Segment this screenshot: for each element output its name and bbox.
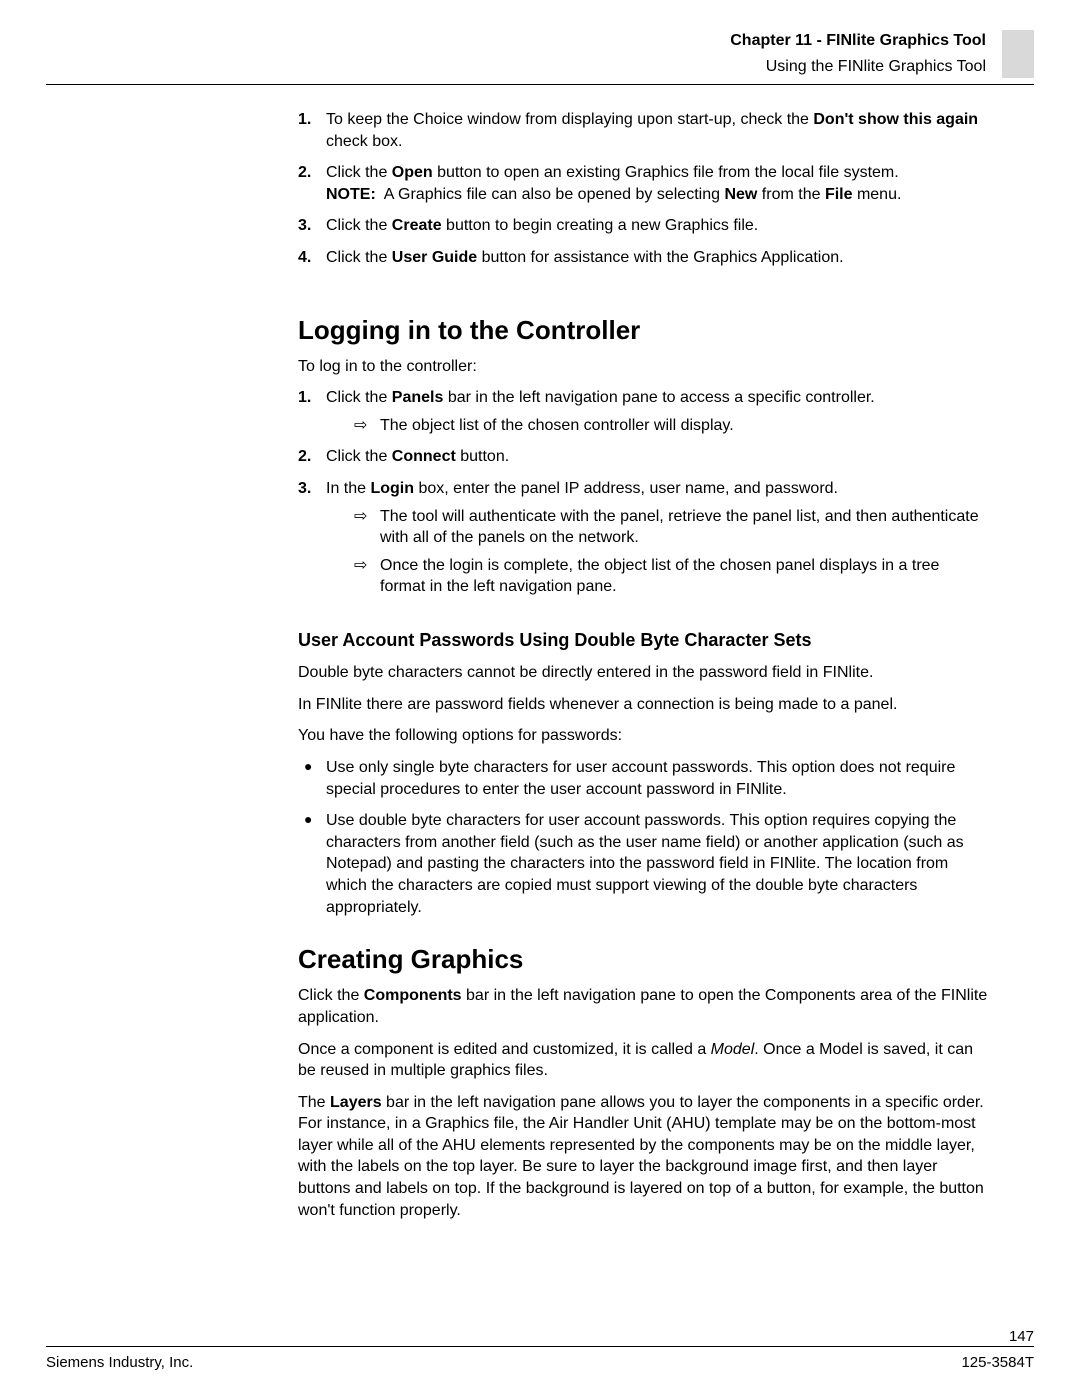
list-marker: 2. [298, 162, 311, 184]
footer-company: Siemens Industry, Inc. [46, 1353, 193, 1373]
arrow-icon: ⇨ [354, 415, 367, 437]
heading-dbcs: User Account Passwords Using Double Byte… [298, 628, 988, 652]
arrow-icon: ⇨ [354, 506, 367, 528]
list-item: 2. Click the Connect button. [298, 446, 988, 468]
body-paragraph: Click the Components bar in the left nav… [298, 985, 988, 1028]
content-area: 1. To keep the Choice window from display… [298, 109, 988, 1221]
list-marker: 2. [298, 446, 311, 468]
heading-logging-in: Logging in to the Controller [298, 313, 988, 348]
dbcs-paragraphs: Double byte characters cannot be directl… [298, 662, 988, 747]
bullet-item: ● Use only single byte characters for use… [298, 757, 988, 800]
list-item-text: To keep the Choice window from displayin… [326, 111, 978, 150]
sub-list-item: ⇨ The object list of the chosen controlle… [326, 415, 988, 437]
sub-list-item: ⇨ The tool will authenticate with the pan… [326, 506, 988, 549]
sub-list: ⇨ The object list of the chosen controlle… [326, 415, 988, 437]
header-rule [46, 84, 1034, 85]
page-footer: Siemens Industry, Inc. 125-3584T [46, 1346, 1034, 1373]
login-intro: To log in to the controller: [298, 356, 988, 378]
list-item: 4. Click the User Guide button for assist… [298, 247, 988, 269]
list-item-text: Click the Create button to begin creatin… [326, 217, 758, 234]
page-number: 147 [1009, 1327, 1034, 1347]
list-item-text: Click the Panels bar in the left navigat… [326, 389, 875, 406]
list-item: 1. Click the Panels bar in the left navig… [298, 387, 988, 436]
sub-list-item-text: The object list of the chosen controller… [380, 417, 734, 434]
list-item-text: Click the Connect button. [326, 448, 509, 465]
list-marker: 3. [298, 478, 311, 500]
list-item: 3. Click the Create button to begin creat… [298, 215, 988, 237]
sub-list-item-text: The tool will authenticate with the pane… [380, 508, 979, 547]
body-paragraph: Once a component is edited and customize… [298, 1039, 988, 1082]
bullet-icon: ● [304, 810, 312, 829]
creating-paragraphs: Click the Components bar in the left nav… [298, 985, 988, 1221]
page-header: Chapter 11 - FINlite Graphics Tool Using… [46, 30, 1034, 78]
chapter-title: Chapter 11 - FINlite Graphics Tool [730, 30, 986, 52]
body-paragraph: You have the following options for passw… [298, 725, 988, 747]
chapter-subtitle: Using the FINlite Graphics Tool [730, 56, 986, 78]
list-marker: 4. [298, 247, 311, 269]
footer-docnum: 125-3584T [961, 1353, 1034, 1373]
bullet-item: ● Use double byte characters for user acc… [298, 810, 988, 918]
intro-step-list: 1. To keep the Choice window from display… [298, 109, 988, 269]
login-step-list: 1. Click the Panels bar in the left navig… [298, 387, 988, 598]
list-marker: 1. [298, 109, 311, 131]
bullet-icon: ● [304, 757, 312, 776]
list-marker: 3. [298, 215, 311, 237]
dbcs-bullet-list: ● Use only single byte characters for use… [298, 757, 988, 918]
list-item-text: In the Login box, enter the panel IP add… [326, 480, 838, 497]
list-item: 1. To keep the Choice window from display… [298, 109, 988, 152]
bullet-item-text: Use double byte characters for user acco… [326, 812, 964, 915]
heading-creating-graphics: Creating Graphics [298, 942, 988, 977]
header-tab-box [1002, 30, 1034, 78]
bullet-item-text: Use only single byte characters for user… [326, 759, 955, 798]
list-item-text: Click the User Guide button for assistan… [326, 249, 844, 266]
list-item: 3. In the Login box, enter the panel IP a… [298, 478, 988, 598]
list-marker: 1. [298, 387, 311, 409]
sub-list: ⇨ The tool will authenticate with the pan… [326, 506, 988, 598]
list-item: 2. Click the Open button to open an exist… [298, 162, 988, 205]
body-paragraph: The Layers bar in the left navigation pa… [298, 1092, 988, 1222]
arrow-icon: ⇨ [354, 555, 367, 577]
list-item-text: Click the Open button to open an existin… [326, 164, 901, 203]
sub-list-item: ⇨ Once the login is complete, the object … [326, 555, 988, 598]
body-paragraph: In FINlite there are password fields whe… [298, 694, 988, 716]
sub-list-item-text: Once the login is complete, the object l… [380, 557, 939, 596]
body-paragraph: Double byte characters cannot be directl… [298, 662, 988, 684]
